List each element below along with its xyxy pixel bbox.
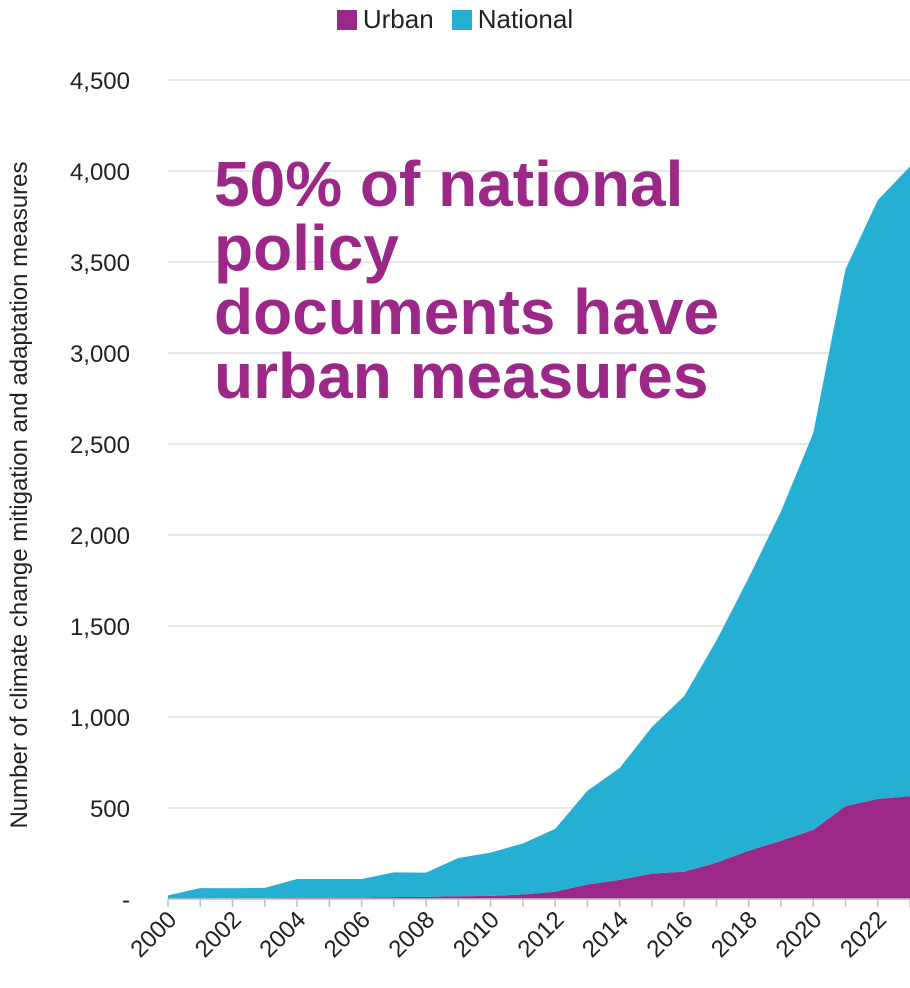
- x-tick-label: 2022: [835, 906, 892, 963]
- legend: Urban National: [0, 4, 910, 35]
- y-tick-label: 3,000: [70, 341, 130, 368]
- x-tick-label: 2012: [513, 906, 570, 963]
- legend-item-urban: Urban: [336, 4, 434, 35]
- y-tick-label: 2,500: [70, 432, 130, 459]
- y-tick-label: 1,000: [70, 705, 130, 732]
- y-tick-label: 4,000: [70, 159, 130, 186]
- legend-swatch-urban: [336, 9, 357, 30]
- x-tick-label: 2006: [319, 906, 376, 963]
- legend-swatch-national: [451, 9, 472, 30]
- y-tick-label: 4,500: [70, 68, 130, 95]
- y-tick-label: -: [122, 887, 130, 914]
- x-tick-label: 2020: [771, 906, 828, 963]
- x-tick-label: 2016: [642, 906, 699, 963]
- x-tick-label: 2014: [577, 906, 634, 963]
- y-tick-label: 2,000: [70, 523, 130, 550]
- y-tick-label: 1,500: [70, 614, 130, 641]
- legend-label-urban: Urban: [362, 4, 434, 34]
- x-tick-label: 2018: [706, 906, 763, 963]
- y-tick-label: 500: [90, 796, 130, 823]
- x-tick-label: 2000: [125, 906, 182, 963]
- x-tick-label: 2010: [448, 906, 505, 963]
- area-series-national: [168, 166, 910, 899]
- legend-item-national: National: [451, 4, 574, 35]
- chart-annotation: 50% of national policy documents have ur…: [214, 148, 720, 412]
- x-tick-label: 2004: [254, 906, 311, 963]
- area-series-urban: [168, 796, 910, 899]
- legend-label-national: National: [477, 4, 574, 34]
- x-tick-label: 2008: [383, 906, 440, 963]
- y-tick-label: 3,500: [70, 250, 130, 277]
- x-tick-label: 2002: [190, 906, 247, 963]
